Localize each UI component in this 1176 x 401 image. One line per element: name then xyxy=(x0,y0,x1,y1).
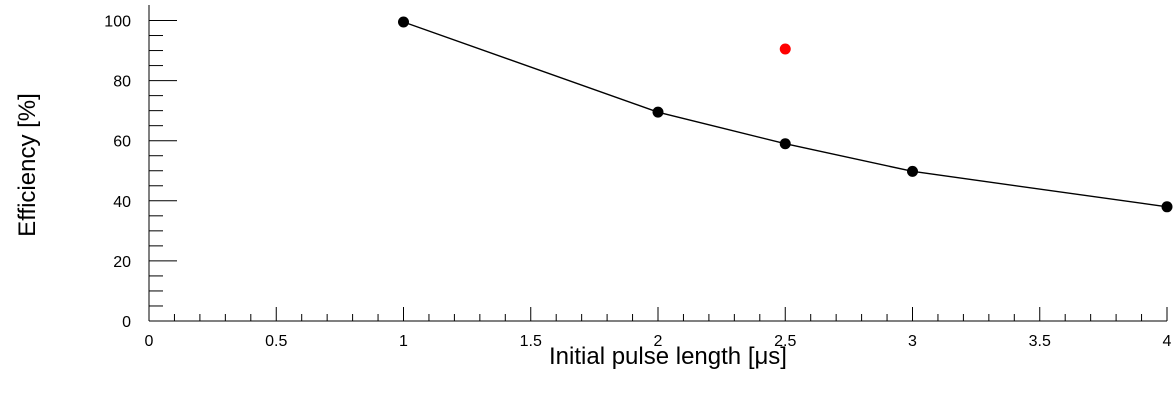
data-point xyxy=(779,138,791,150)
y-tick-label: 40 xyxy=(113,194,131,211)
x-tick-label: 2 xyxy=(654,333,663,350)
x-tick-label: 1 xyxy=(399,333,408,350)
x-tick-label: 2.5 xyxy=(774,333,796,350)
x-tick-label: 1.5 xyxy=(520,333,542,350)
x-ticks: 0 0.5 1 1.5 2 2.5 3 3.5 4 xyxy=(145,307,1172,350)
y-tick-label: 0 xyxy=(122,314,131,331)
highlight-data-point xyxy=(779,43,791,55)
data-point xyxy=(652,106,664,118)
y-ticks: 0 20 40 60 80 100 xyxy=(104,14,177,331)
data-point xyxy=(1161,201,1173,213)
x-axis-title: Initial pulse length [μs] xyxy=(549,343,787,370)
plot-frame xyxy=(148,5,1167,322)
x-tick-label: 4 xyxy=(1163,333,1172,350)
x-tick-label: 0.5 xyxy=(265,333,287,350)
x-tick-label: 3.5 xyxy=(1029,333,1051,350)
x-tick-label: 3 xyxy=(908,333,917,350)
y-tick-label: 100 xyxy=(104,14,131,31)
series-layer xyxy=(398,16,1173,213)
data-point xyxy=(398,16,409,28)
y-tick-label: 60 xyxy=(113,134,131,151)
data-point xyxy=(907,165,918,177)
y-tick-label: 20 xyxy=(113,254,131,271)
y-axis-title: Efficiency [%] xyxy=(14,93,41,237)
y-tick-label: 80 xyxy=(113,74,131,91)
x-tick-label: 0 xyxy=(145,333,154,350)
